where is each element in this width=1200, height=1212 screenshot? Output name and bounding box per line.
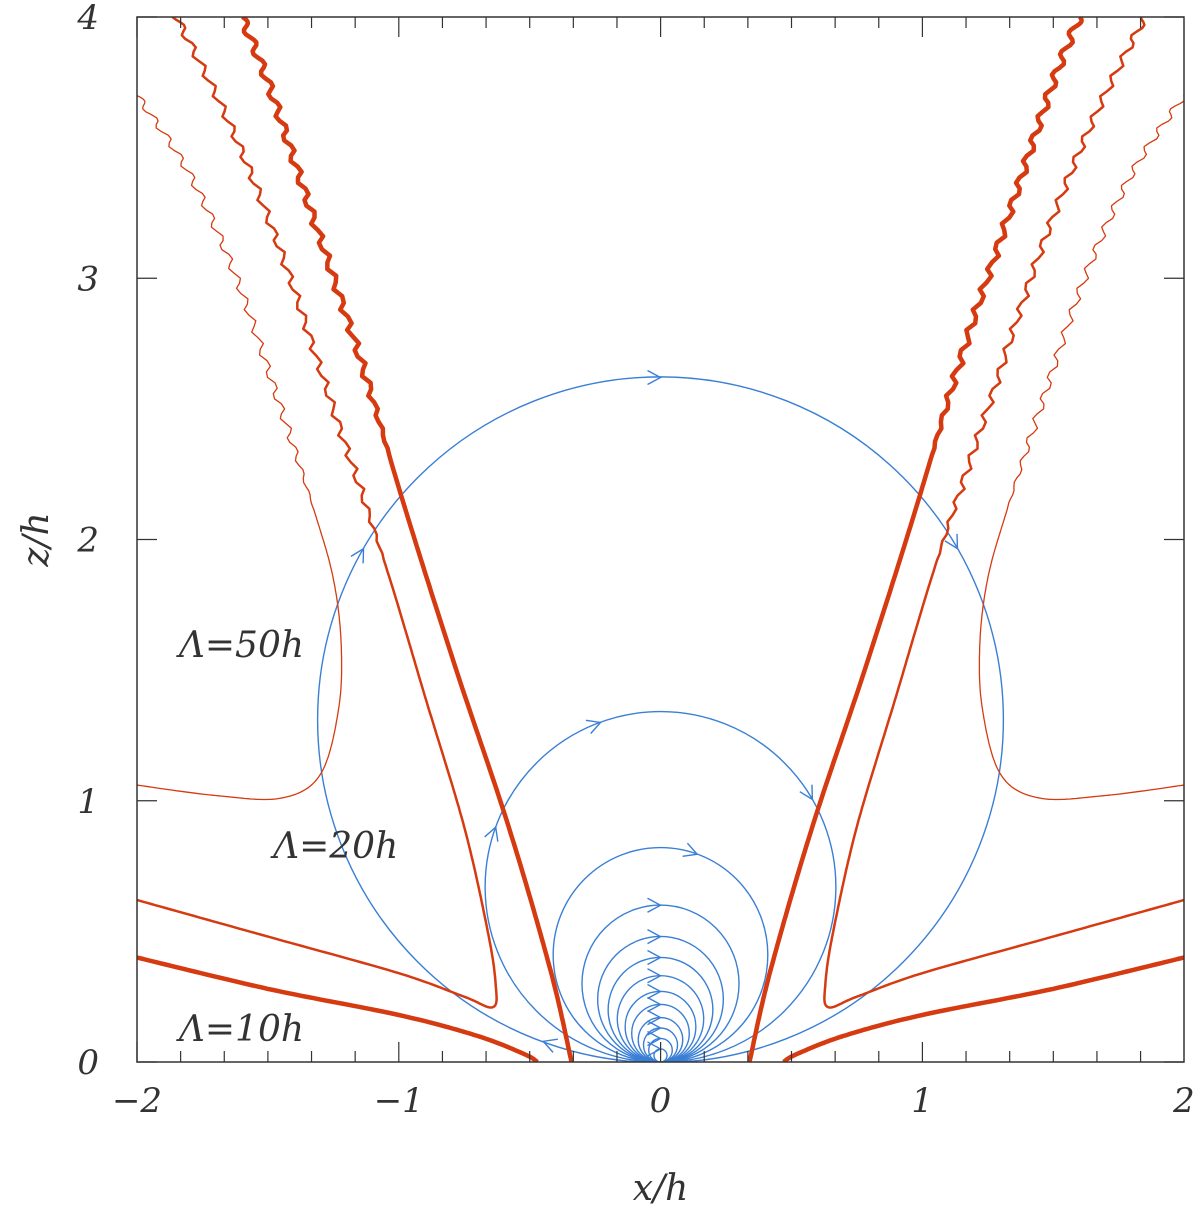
contour-line xyxy=(823,17,1184,1009)
field-arrow xyxy=(647,1030,662,1047)
field-arrow xyxy=(647,1020,662,1036)
y-tick-label: 0 xyxy=(77,1043,99,1083)
field-arrow xyxy=(585,719,602,734)
contours xyxy=(137,17,1184,1062)
y-tick-label: 2 xyxy=(76,521,99,561)
field-arrow xyxy=(944,533,959,550)
contour-line xyxy=(781,955,1184,1062)
field-arrow xyxy=(647,897,662,913)
contour-line xyxy=(747,17,1084,1062)
annotations: Λ=50h Λ=20h Λ=10h xyxy=(176,625,398,1050)
x-tick-label: 1 xyxy=(911,1081,933,1121)
field-line xyxy=(317,376,1004,1062)
x-tick-label: 0 xyxy=(650,1081,672,1121)
field-line xyxy=(552,846,769,1062)
field-arrow xyxy=(541,1038,558,1053)
y-tick-label: 1 xyxy=(77,782,99,822)
contour-line xyxy=(241,17,574,1062)
contour-label: Λ=10h xyxy=(176,1009,304,1050)
contour-line xyxy=(978,95,1184,801)
x-tick-label: 2 xyxy=(1172,1081,1195,1121)
contour-label: Λ=20h xyxy=(270,826,398,867)
field-arrow xyxy=(647,949,662,966)
y-axis-label: z/h xyxy=(16,512,57,567)
x-tick-label: −2 xyxy=(112,1081,162,1121)
x-axis-label: x/h xyxy=(633,1168,689,1209)
contour-label: Λ=50h xyxy=(176,625,304,666)
x-tick-label: −1 xyxy=(374,1081,424,1121)
y-tick-label: 3 xyxy=(77,259,99,299)
field-arrow xyxy=(647,369,662,386)
contour-line xyxy=(137,955,540,1062)
contour-line xyxy=(137,17,498,1009)
field-arrow xyxy=(647,928,662,945)
contour-line xyxy=(137,94,343,801)
tick-labels: −2 −1 0 1 2 0 1 2 3 4 xyxy=(76,0,1194,1121)
ticks xyxy=(136,16,1184,1063)
field-arrow xyxy=(647,968,662,984)
y-tick-label: 4 xyxy=(76,0,99,38)
field-arrow xyxy=(350,547,365,564)
field-arrow xyxy=(484,825,499,842)
field-arrow xyxy=(647,1009,662,1026)
field-arrow xyxy=(647,983,662,1000)
field-arrow xyxy=(682,842,699,858)
field-lines xyxy=(317,369,1004,1062)
field-line xyxy=(484,710,837,1062)
field-arrow xyxy=(647,996,662,1013)
field-arrow xyxy=(799,784,814,801)
